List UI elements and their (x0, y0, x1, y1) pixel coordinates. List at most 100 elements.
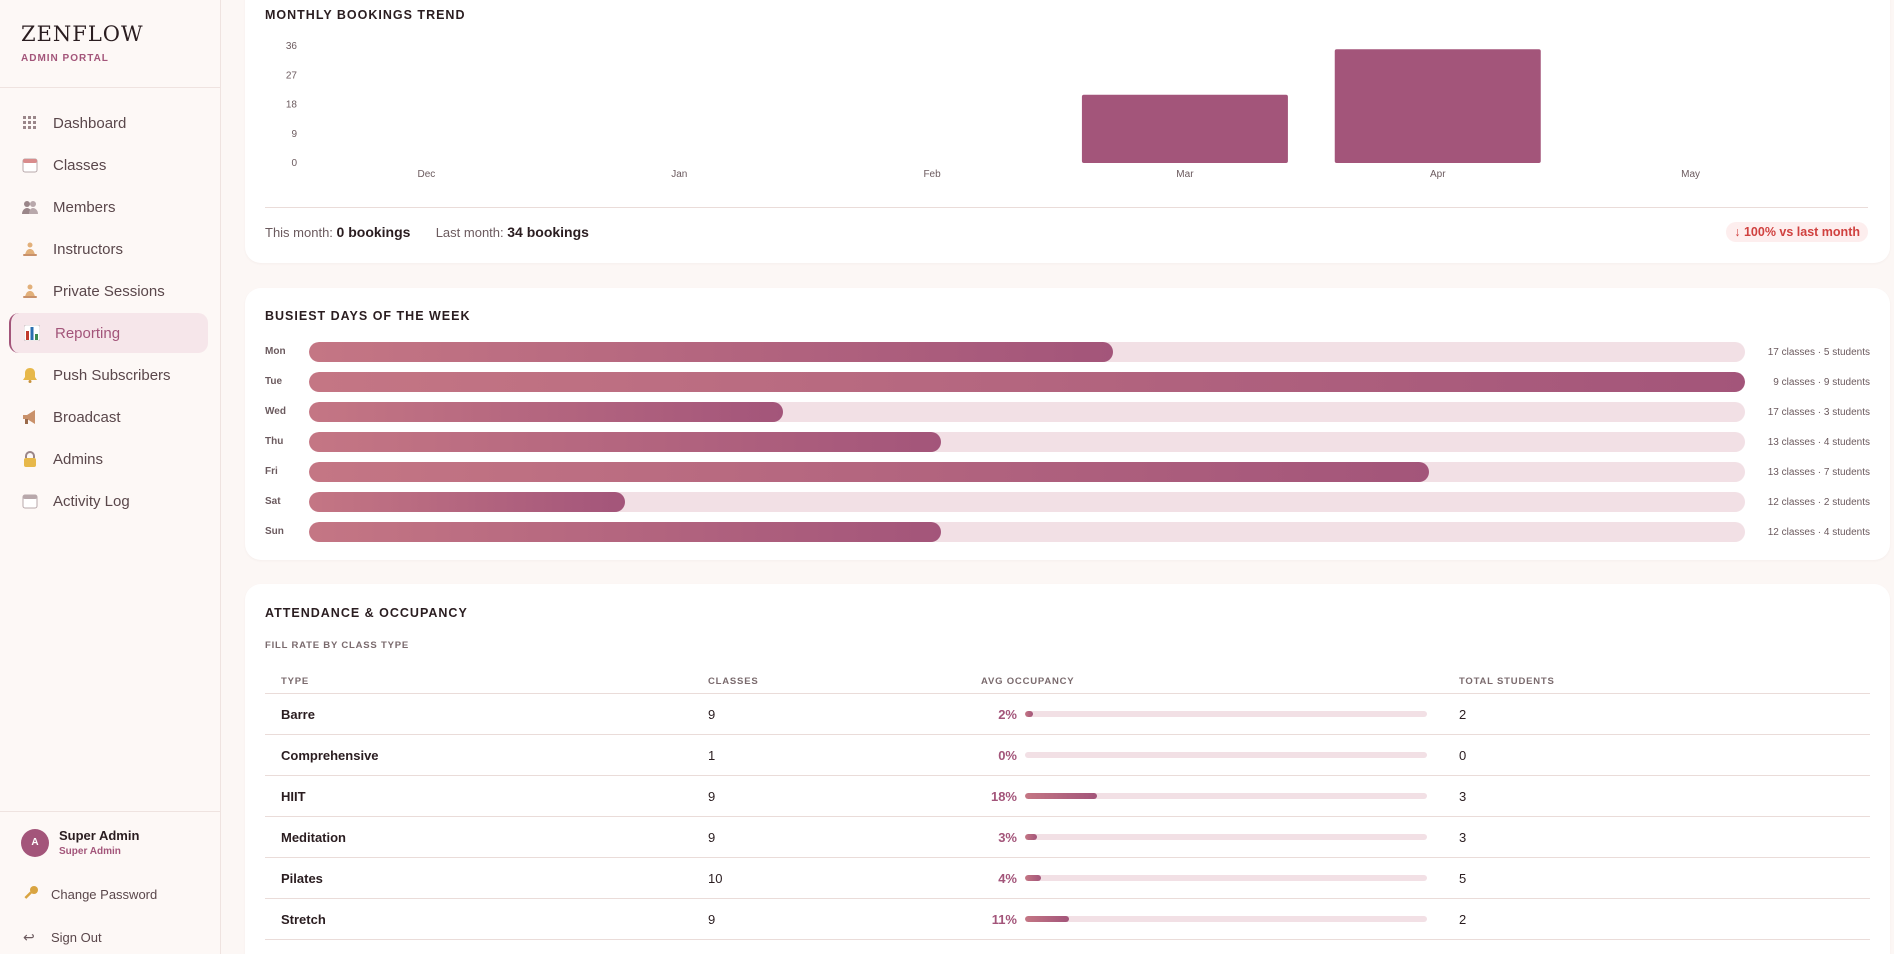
avatar: A (21, 828, 49, 857)
cell-students: 2 (1459, 912, 1467, 927)
day-bar-fill (309, 522, 941, 542)
occupancy-table: TYPE CLASSES AVG OCCUPANCY TOTAL STUDENT… (265, 667, 1870, 940)
brand-title: ZENFLOW (21, 22, 144, 46)
sidebar-item-label: Reporting (55, 324, 121, 342)
x-tick-label: Dec (418, 169, 436, 180)
sidebar-item-push-subscribers[interactable]: Push Subscribers (9, 355, 208, 395)
day-info: 17 classes · 3 students (1767, 407, 1870, 418)
sidebar-item-admins[interactable]: Admins (9, 439, 208, 479)
day-row: Sun 12 classes · 4 students (265, 522, 1870, 542)
people-icon (21, 198, 39, 216)
cell-occupancy: 0% (998, 748, 1017, 763)
occupancy-bar-fill (1025, 711, 1034, 717)
day-bar-fill (309, 372, 1745, 392)
day-row: Sat 12 classes · 2 students (265, 492, 1870, 512)
sidebar-nav: Dashboard Classes Members Instructors Pr… (9, 103, 208, 523)
card-subtitle: FILL RATE BY CLASS TYPE (265, 640, 410, 651)
occupancy-bar-fill (1025, 916, 1070, 922)
sidebar-item-activity-log[interactable]: Activity Log (9, 481, 208, 521)
y-tick-label: 9 (291, 129, 297, 140)
sidebar-item-label: Private Sessions (53, 282, 165, 300)
meditation-icon (21, 240, 39, 258)
this-month-label: This month: (265, 225, 333, 240)
sidebar-item-label: Classes (53, 156, 107, 174)
cell-occupancy: 3% (998, 830, 1017, 845)
day-info: 12 classes · 4 students (1767, 527, 1870, 538)
monthly-bookings-card: MONTHLY BOOKINGS TREND 0 9 18 27 36 Dec Jan Feb… (245, 0, 1890, 263)
day-bar-track (309, 372, 1745, 392)
day-label: Wed (265, 406, 286, 417)
cell-students: 0 (1459, 748, 1467, 763)
day-bar-fill (309, 462, 1430, 482)
trend-stats: This month: 0 bookings Last month: 34 bo… (265, 224, 589, 240)
card-title: MONTHLY BOOKINGS TREND (265, 8, 466, 22)
cell-classes: 1 (708, 748, 716, 763)
cell-type: Stretch (281, 912, 326, 927)
cell-type: HIIT (281, 789, 306, 804)
x-tick-label: Apr (1430, 169, 1446, 180)
lock-icon (21, 450, 39, 468)
cell-occupancy: 4% (998, 871, 1017, 886)
table-header: TYPE CLASSES AVG OCCUPANCY TOTAL STUDENT… (265, 667, 1870, 694)
day-bar-fill (309, 342, 1114, 362)
user-profile: A Super Admin Super Admin (21, 828, 139, 857)
cell-students: 3 (1459, 789, 1467, 804)
sidebar-item-private-sessions[interactable]: Private Sessions (9, 271, 208, 311)
sidebar-item-label: Members (53, 198, 116, 216)
cell-type: Barre (281, 707, 315, 722)
x-tick-label: Jan (671, 169, 687, 180)
occupancy-bar-track (1025, 752, 1427, 758)
grid-icon (21, 114, 39, 132)
day-bar-track (309, 402, 1745, 422)
calendar-icon (21, 492, 39, 510)
sidebar-item-reporting[interactable]: Reporting (9, 313, 208, 353)
cell-students: 2 (1459, 707, 1467, 722)
occupancy-bar-track (1025, 875, 1427, 881)
day-label: Tue (265, 376, 283, 387)
column-header-type: TYPE (281, 676, 310, 687)
sidebar-item-classes[interactable]: Classes (9, 145, 208, 185)
bookings-bar-chart: 0 9 18 27 36 Dec Jan Feb Mar Apr May (286, 41, 1700, 180)
key-icon (23, 885, 41, 904)
table-body: Barre 9 2% 2 Comprehensive 1 0% 0 HIIT 9 18% 3 Medit… (265, 694, 1870, 940)
busiest-days-card: BUSIEST DAYS OF THE WEEK Mon 17 classes ·… (245, 288, 1890, 560)
cell-classes: 9 (708, 912, 716, 927)
day-info: 13 classes · 4 students (1767, 437, 1870, 448)
calendar-icon (21, 156, 39, 174)
cell-type: Meditation (281, 830, 346, 845)
day-bar-track (309, 492, 1745, 512)
sign-out-link[interactable]: ↩ Sign Out (23, 929, 102, 946)
day-bar-fill (309, 432, 941, 452)
sidebar-item-members[interactable]: Members (9, 187, 208, 227)
day-row: Tue 9 classes · 9 students (265, 372, 1870, 392)
day-bar-track (309, 522, 1745, 542)
user-name: Super Admin (59, 828, 140, 843)
day-label: Sat (265, 496, 281, 507)
day-bar-track (309, 462, 1745, 482)
cell-classes: 9 (708, 707, 716, 722)
day-row: Mon 17 classes · 5 students (265, 342, 1870, 362)
meditation-icon (21, 282, 39, 300)
day-row: Thu 13 classes · 4 students (265, 432, 1870, 452)
table-row: Stretch 9 11% 2 (265, 899, 1870, 940)
table-row: Comprehensive 1 0% 0 (265, 735, 1870, 776)
user-role: Super Admin (59, 846, 121, 857)
bar-mar (1081, 94, 1288, 163)
sidebar-item-instructors[interactable]: Instructors (9, 229, 208, 269)
y-tick-label: 27 (286, 70, 298, 81)
divider (265, 207, 1868, 208)
megaphone-icon (21, 408, 39, 426)
sidebar-item-broadcast[interactable]: Broadcast (9, 397, 208, 437)
table-row: Pilates 10 4% 5 (265, 858, 1870, 899)
cell-classes: 9 (708, 789, 716, 804)
sidebar-item-dashboard[interactable]: Dashboard (9, 103, 208, 143)
day-label: Mon (265, 346, 286, 357)
day-label: Thu (265, 436, 284, 447)
change-password-link[interactable]: Change Password (23, 885, 157, 904)
day-info: 13 classes · 7 students (1767, 467, 1870, 478)
brand-subtitle: ADMIN PORTAL (21, 53, 109, 64)
y-tick-label: 18 (286, 100, 298, 111)
cell-students: 5 (1459, 871, 1467, 886)
sidebar-footer: A Super Admin Super Admin Change Passwor… (0, 811, 220, 954)
cell-classes: 10 (708, 871, 723, 886)
